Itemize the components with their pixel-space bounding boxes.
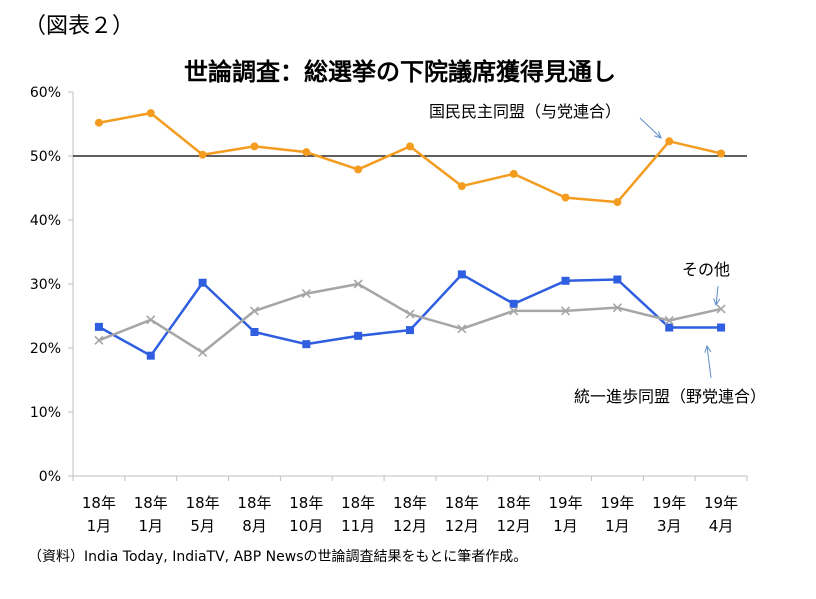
y-tick-label: 10% [30,405,61,421]
series-line [98,111,722,204]
data-point [457,270,466,279]
figure-label: （図表２） [24,14,135,39]
x-tick-label-month: 4月 [709,517,734,535]
x-tick-label-year: 18年 [289,494,323,512]
x-tick-label-month: 3月 [657,517,682,535]
x-tick-label-year: 19年 [600,494,634,512]
x-tick-label-year: 18年 [445,494,479,512]
x-tick-label-month: 12月 [497,517,531,535]
x-tick-label-month: 10月 [289,517,323,535]
data-point [509,169,518,178]
annotation-arrowhead [713,298,721,307]
annotation-arrow [706,345,712,379]
data-point [716,304,726,314]
x-tick-label-year: 18年 [82,494,116,512]
x-tick-label-month: 1月 [138,517,163,535]
y-tick-label: 20% [30,341,61,357]
data-point [406,326,414,335]
x-tick-label-month: 1月 [87,517,112,535]
data-point [250,142,259,151]
data-point [561,276,570,285]
data-point [457,324,467,334]
data-point [560,306,571,316]
annotation-arrow [639,117,662,139]
x-tick-label-year: 18年 [134,494,168,512]
data-point [94,335,104,345]
data-point [665,137,674,146]
x-tick-label-month: 12月 [445,517,479,535]
data-point [353,279,363,289]
y-tick-label: 50% [30,149,61,165]
x-tick-label-month: 11月 [341,517,375,535]
series-label: 統一進歩同盟（野党連合） [574,387,766,406]
data-point [457,182,466,191]
data-point [94,322,103,331]
data-point [302,148,311,157]
x-tick-label-year: 18年 [393,494,427,512]
data-point [509,299,518,308]
data-point [406,142,414,151]
data-point [717,149,726,158]
data-point [354,331,363,340]
data-point [198,150,207,159]
series-label: その他 [682,260,730,279]
x-tick-label-month: 12月 [393,517,427,535]
y-tick-label: 60% [30,85,61,101]
x-tick-label-year: 19年 [652,494,686,512]
y-tick-label: 0% [39,469,61,485]
data-point [613,198,622,207]
data-point [249,306,260,316]
data-point [354,165,363,174]
data-point [250,328,259,336]
data-point [665,323,674,332]
y-tick-label: 30% [30,277,61,293]
data-point [301,289,311,299]
data-point [613,275,622,284]
source-note: （資料）India Today, IndiaTV, ABP Newsの世論調査結… [28,549,528,565]
x-tick-label-year: 19年 [548,494,582,512]
data-point [198,347,208,358]
y-tick-label: 40% [30,213,61,229]
x-tick-label-year: 18年 [341,494,375,512]
data-point [664,315,674,326]
x-tick-label-year: 19年 [704,494,738,512]
chart-title: 世論調査：総選挙の下院議席獲得見通し [184,58,616,86]
data-point [198,278,207,287]
x-tick-label-year: 18年 [186,494,220,512]
series-label: 国民民主同盟（与党連合） [429,102,621,121]
data-point [405,309,415,319]
data-point [146,351,155,360]
x-tick-label-month: 1月 [553,517,578,535]
annotation-arrowhead [704,344,712,353]
x-tick-label-month: 1月 [605,517,630,535]
annotation-arrow [715,285,719,306]
x-tick-label-year: 18年 [237,494,271,512]
data-point [146,315,156,325]
data-point [302,340,311,349]
data-point [717,323,726,332]
annotation-arrowhead [654,131,662,139]
data-point [612,303,622,313]
data-point [146,109,155,118]
x-tick-label-month: 8月 [242,517,267,535]
x-tick-label-month: 5月 [190,517,215,535]
data-point [94,118,103,127]
data-point [509,306,519,316]
series-line [98,282,722,354]
x-tick-label-year: 18年 [497,494,531,512]
data-point [561,193,570,202]
